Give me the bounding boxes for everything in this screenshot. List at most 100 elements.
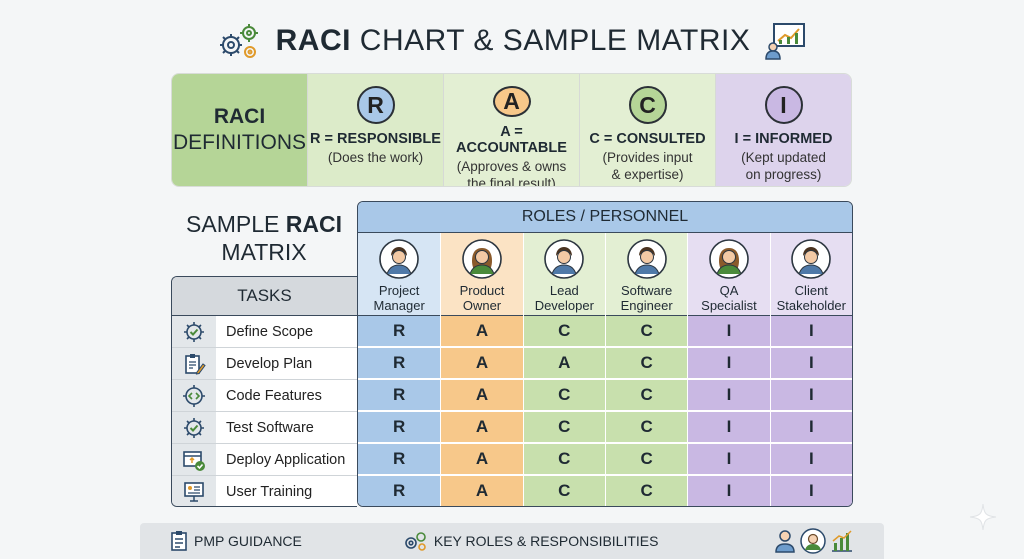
female-avatar-icon [462,239,502,279]
definition-name: A = ACCOUNTABLE [456,124,567,156]
definition-desc: on progress) [745,167,822,182]
role-name-line1: Project [378,283,420,298]
raci-definitions: RACI DEFINITIONS R R = RESPONSIBLE (Does t… [171,73,852,187]
role-column: Project Manager R R R R R R [358,233,441,506]
checklist-icon [170,530,188,552]
definition-desc: (Approves & owns [456,159,567,174]
matrix-cell: I [688,316,770,348]
matrix-cell: I [770,348,852,380]
sparkle-icon [968,502,998,537]
matrix-cell: C [523,412,605,444]
definition-a: A A = ACCOUNTABLE (Approves & owns the fina… [443,74,579,186]
matrix-cell: C [523,444,605,476]
footer-key-roles: KEY ROLES & RESPONSIBILITIES [402,530,658,552]
matrix-cell: R [358,380,441,412]
matrix-cell: I [688,412,770,444]
task-row: Develop Plan [172,348,357,380]
footer-bar: PMP GUIDANCE KEY ROLES & RESPONSIBILITIE… [140,523,884,559]
role-column: Software Engineer C C C C C C [604,233,688,506]
definition-letter-badge: I [764,86,803,124]
definition-desc: & expertise) [611,167,684,182]
presentation-chart-icon [764,21,808,61]
role-header: QA Specialist [688,233,770,316]
matrix-cell: C [523,476,605,506]
matrix-cell: I [770,444,852,476]
role-header: Product Owner [441,233,523,316]
role-columns: Project Manager R R R R R R Product Owner A A A A A A Le… [358,233,852,506]
matrix-cell: I [688,444,770,476]
role-header: Project Manager [358,233,441,316]
matrix-cell: A [441,348,523,380]
presentation-icon [172,476,216,506]
task-row: Define Scope [172,316,357,348]
task-row: Deploy Application [172,444,357,476]
clipboard-pen-icon [172,348,216,379]
bar-chart-icon [830,529,854,553]
matrix-cell: R [358,412,441,444]
role-column: Product Owner A A A A A A [440,233,523,506]
matrix-cell: C [605,316,688,348]
role-name-line1: Lead [549,283,579,298]
definition-desc: (Kept updated [741,150,826,165]
matrix-title: SAMPLE RACI MATRIX [186,211,342,265]
matrix-cell: C [605,348,688,380]
definition-letter-badge: R [356,86,395,124]
task-row: Test Software [172,412,357,444]
role-name-line1: Software [620,283,673,298]
page-title: RACI CHART & SAMPLE MATRIX [275,24,751,57]
gear-check-icon [172,316,216,347]
female-avatar-icon [709,239,749,279]
role-name-line2: Manager [373,298,425,313]
matrix-cell: I [770,316,852,348]
matrix-cell: C [605,380,688,412]
matrix-cell: I [770,380,852,412]
task-label: User Training [226,484,313,500]
definition-c: C C = CONSULTED (Provides input & expertise… [579,74,715,186]
code-gear-icon [172,380,216,411]
male-avatar-icon [379,239,419,279]
role-name-line1: Product [459,283,505,298]
role-name-line2: Stakeholder [776,298,846,313]
matrix-cell: I [770,412,852,444]
matrix-cell: R [358,348,441,380]
definition-name: R = RESPONSIBLE [310,131,441,147]
matrix-cell: A [441,476,523,506]
matrix-cell: I [688,380,770,412]
definition-letter-badge: C [628,86,667,124]
matrix-cell: A [441,316,523,348]
definition-name: C = CONSULTED [589,131,706,147]
definition-desc: (Does the work) [327,150,424,165]
matrix-cell: C [523,316,605,348]
definitions-heading: RACI DEFINITIONS [172,74,307,186]
role-name-line1: QA [719,283,739,298]
role-header: Software Engineer [605,233,688,316]
matrix-cell: I [688,476,770,506]
definition-desc: the final result) [467,176,556,187]
task-label: Develop Plan [226,355,313,372]
matrix-cell: R [358,444,441,476]
definition-name: I = INFORMED [734,131,833,147]
definition-desc: (Provides input [602,150,693,165]
footer-pmp: PMP GUIDANCE [170,530,302,552]
matrix-cell: C [605,476,688,506]
matrix-cell: A [441,444,523,476]
male-avatar-icon [791,239,832,279]
gears-small-icon [402,530,428,552]
deploy-window-icon [172,444,216,475]
role-header: Lead Developer [523,233,605,316]
male-avatar-icon [626,239,667,279]
definition-r: R R = RESPONSIBLE (Does the work) [307,74,443,186]
task-row: User Training [172,476,357,506]
task-label: Define Scope [226,323,314,340]
footer-icons [774,528,854,554]
matrix-cell: R [358,476,441,506]
task-label: Deploy Application [226,451,346,468]
matrix-cell: I [688,348,770,380]
tasks-header: TASKS [172,277,357,316]
male-avatar-icon [544,239,585,279]
definition-i: I I = INFORMED (Kept updated on progress) [715,74,851,186]
gear-check-icon [172,412,216,443]
role-name-line2: Developer [534,298,594,313]
task-label: Code Features [226,387,322,404]
role-column: QA Specialist I I I I I I [687,233,770,506]
